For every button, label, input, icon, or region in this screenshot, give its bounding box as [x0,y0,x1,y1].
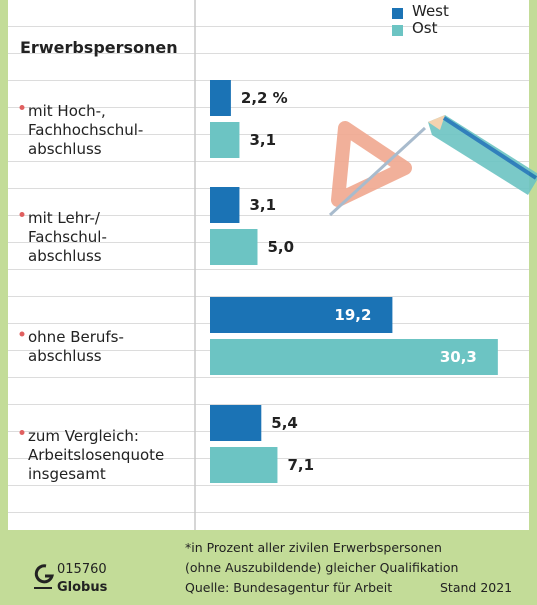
chart-title: Erwerbspersonen [20,38,178,57]
bar [210,447,277,483]
pencil-decoration [330,115,537,215]
footnote: *in Prozent aller zivilen Erwerbspersone… [185,538,458,578]
infographic: ErwerbspersonenWestOstmit Hoch-, Fachhoc… [0,0,537,605]
legend-swatch [392,25,403,36]
value-label: 3,1 [249,196,276,214]
value-label: 3,1 [249,131,276,149]
value-label: 2,2 % [241,89,288,107]
category-label: mit Lehr-/ Fachschul- abschluss [28,209,107,266]
bullet [20,105,25,110]
date: Stand 2021 [440,578,512,598]
category-label: ohne Berufs- abschluss [28,328,124,366]
value-label: 7,1 [287,456,314,474]
source: Quelle: Bundesagentur für Arbeit [185,578,392,598]
value-label: 5,4 [271,414,298,432]
legend-swatch [392,8,403,19]
brand: Globus [57,578,107,598]
bar [210,405,261,441]
bar [210,80,231,116]
bullet [20,332,25,337]
category-label: zum Vergleich: Arbeitslosenquote insgesa… [28,427,164,484]
bullet [20,430,25,435]
value-label: 30,3 [440,348,477,366]
bar [210,122,239,158]
category-label: mit Hoch-, Fachhochschul- abschluss [28,102,143,159]
value-label: 5,0 [268,238,295,256]
globus-logo [36,566,52,582]
value-label: 19,2 [334,306,371,324]
id: 015760 [57,560,107,580]
bullet [20,212,25,217]
bar [210,187,239,223]
bar [210,229,258,265]
legend-label: Ost [412,19,438,38]
